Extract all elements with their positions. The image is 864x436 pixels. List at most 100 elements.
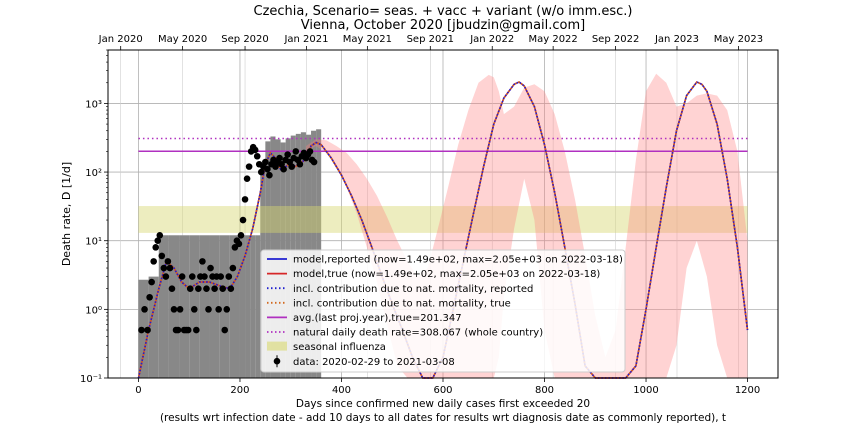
data-point (154, 237, 162, 245)
y-axis-label: Death rate, D [1/d] (60, 162, 73, 266)
data-point (205, 306, 212, 313)
chart-subtitle: Vienna, October 2020 [jbudzin@gmail.com] (301, 18, 585, 33)
data-point (178, 273, 186, 280)
legend-handle (273, 357, 281, 365)
data-point (158, 252, 166, 260)
data-point (144, 326, 151, 334)
x-tick-label: 400 (332, 385, 351, 396)
top-tick-label: Jan 2023 (654, 34, 699, 45)
data-points (138, 143, 318, 334)
data-point (168, 285, 176, 292)
x-tick-label: 0 (135, 385, 141, 396)
data-point (306, 148, 314, 155)
data-point (251, 146, 259, 154)
data-point (243, 175, 251, 183)
top-tick-label: May 2021 (343, 34, 392, 45)
data-point (170, 306, 178, 313)
x-axis-label: Days since confirmed new daily cases fir… (296, 398, 590, 410)
data-point (257, 168, 265, 176)
top-tick-label: Sep 2020 (221, 34, 268, 45)
data-point (262, 158, 269, 166)
top-axis: Jan 2020 May 2020 Sep 2020 Jan 2021 May 2021… (98, 34, 763, 50)
legend-label: data: 2020-02-29 to 2021-03-08 (293, 357, 455, 368)
legend-label: model,true (now=1.49e+02, max=2.05e+03 o… (293, 269, 600, 280)
data-point (162, 273, 170, 280)
data-point (138, 326, 145, 334)
data-point (195, 285, 202, 292)
data-point (207, 264, 214, 272)
data-point (152, 244, 160, 251)
x-tick-label: 200 (230, 385, 249, 396)
data-point (310, 158, 318, 166)
data-bar (158, 235, 169, 378)
data-point (284, 151, 291, 158)
data-point (148, 278, 155, 286)
legend-label: model,reported (now=1.49e+02, max=2.05e+… (293, 255, 623, 266)
data-bar (255, 235, 261, 378)
data-point (245, 163, 253, 170)
data-point (184, 326, 192, 334)
x-tick-label: 1200 (735, 385, 760, 396)
data-point (141, 306, 148, 313)
top-tick-label: May 2020 (158, 34, 207, 45)
data-point (221, 326, 229, 334)
data-point (229, 264, 237, 272)
legend-handle (267, 341, 287, 351)
data-point (288, 163, 296, 170)
legend-label: incl. contribution due to nat. mortality… (293, 298, 511, 309)
y-tick-label: 10⁰ (85, 305, 102, 316)
data-point (193, 326, 200, 334)
y-tick-label: 10⁻¹ (80, 374, 102, 385)
data-point (296, 160, 304, 168)
data-bar (239, 235, 246, 378)
data-point (156, 231, 164, 239)
x-tick-label: 600 (433, 385, 452, 396)
top-tick-label: Jan 2020 (98, 34, 143, 45)
legend-label: incl. contribution due to nat. mortality… (293, 284, 533, 295)
data-point (239, 216, 247, 224)
y-tick-label: 10¹ (85, 237, 102, 248)
top-tick-label: Sep 2022 (592, 34, 639, 45)
data-bar (245, 235, 251, 378)
data-point (146, 293, 153, 301)
data-point (278, 160, 285, 168)
data-point (160, 264, 168, 272)
x-tick-label: 1000 (633, 385, 658, 396)
x-axis: 0 200 400 600 800 1000 1200 (135, 378, 760, 396)
data-point (223, 306, 231, 313)
data-point (235, 240, 243, 248)
data-bar (219, 235, 230, 378)
data-point (292, 148, 300, 155)
data-point (201, 273, 208, 280)
legend: model,reported (now=1.49e+02, max=2.05e+… (260, 249, 626, 373)
data-point (215, 306, 222, 313)
data-bar (250, 235, 256, 378)
legend-label: seasonal influenza (293, 342, 386, 353)
y-tick-label: 10³ (85, 99, 102, 110)
data-point (150, 258, 157, 265)
x-axis-label-secondary: (results wrt infection date - add 10 day… (160, 412, 726, 424)
data-point (280, 165, 287, 173)
data-point (203, 285, 210, 292)
top-tick-label: Jan 2021 (283, 34, 328, 45)
reference-lines (138, 137, 748, 152)
data-point (176, 306, 184, 313)
data-point (225, 273, 233, 280)
data-point (174, 326, 182, 334)
top-tick-label: Jan 2022 (469, 34, 514, 45)
data-bar (199, 235, 210, 378)
data-point (253, 152, 261, 160)
legend-label: natural daily death rate=308.067 (whole … (293, 328, 543, 339)
data-point (190, 306, 198, 313)
data-point (188, 273, 196, 280)
data-bar (179, 235, 190, 378)
data-point (276, 154, 283, 162)
top-tick-label: Sep 2021 (407, 34, 454, 45)
top-tick-label: May 2023 (714, 34, 763, 45)
data-point (211, 285, 218, 292)
y-axis: 10⁻¹ 10⁰ 10¹ 10² 10³ (80, 49, 108, 385)
top-tick-label: May 2022 (528, 34, 577, 45)
data-point (264, 165, 271, 173)
data-point (164, 258, 172, 265)
